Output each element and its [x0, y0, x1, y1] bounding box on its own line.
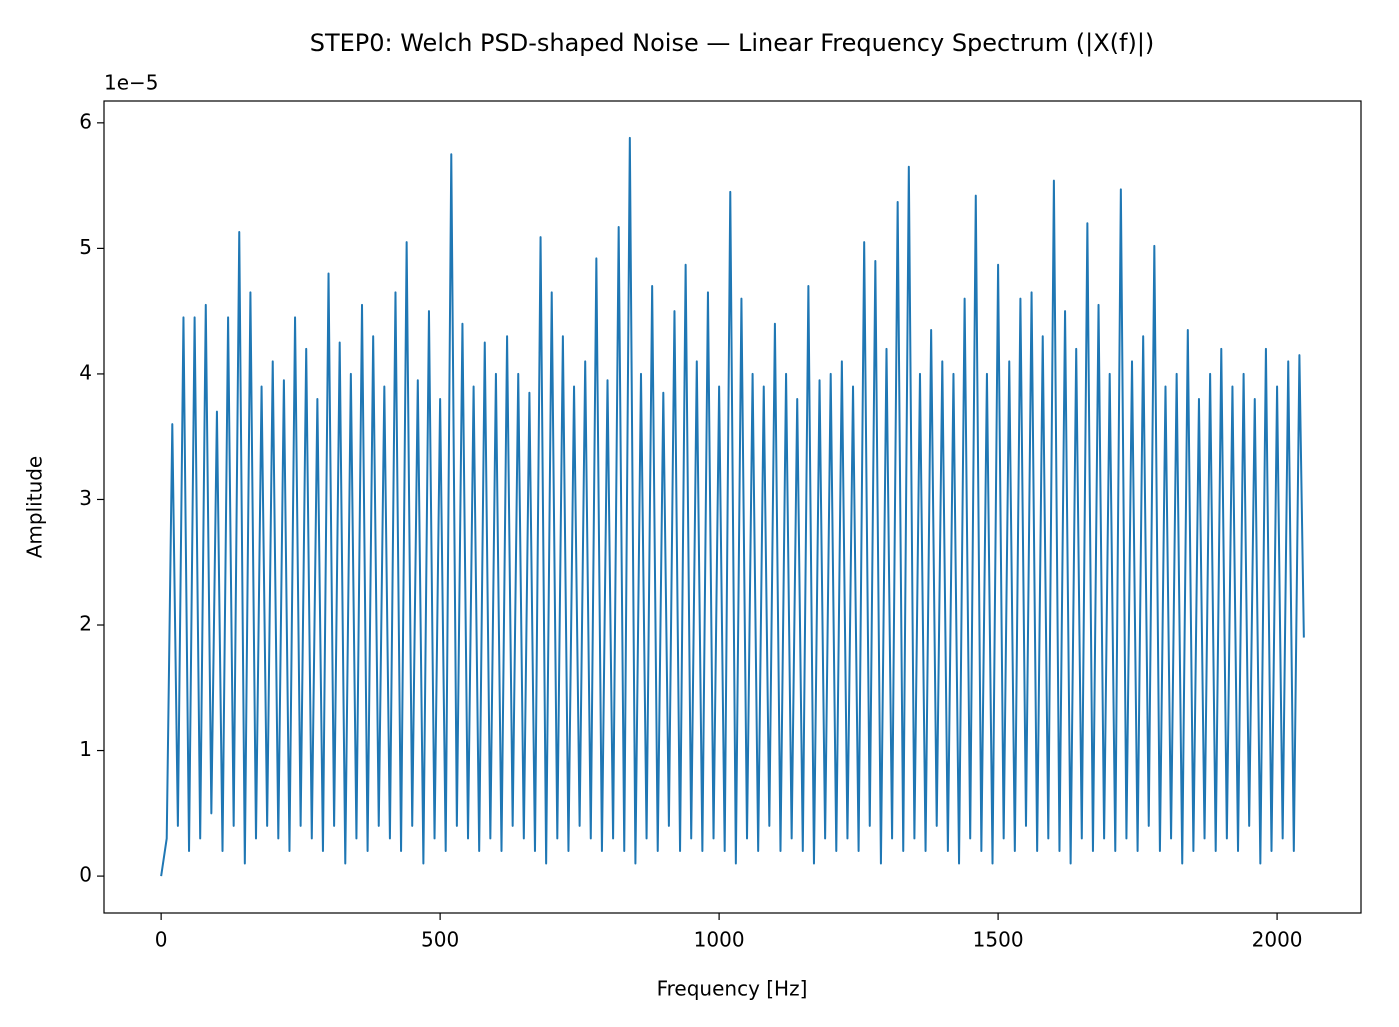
y-tick-label: 6	[79, 109, 92, 133]
x-tick-label: 1500	[973, 928, 1024, 952]
x-axis-label: Frequency [Hz]	[657, 977, 808, 1001]
y-tick-label: 3	[79, 486, 92, 510]
chart-title: STEP0: Welch PSD-shaped Noise — Linear F…	[310, 29, 1155, 57]
y-tick-label: 5	[79, 235, 92, 259]
y-offset-label: 1e−5	[104, 71, 159, 95]
x-tick-label: 0	[155, 928, 168, 952]
x-tick-label: 2000	[1252, 928, 1303, 952]
plot-frame	[103, 100, 1362, 914]
y-tick-label: 1	[79, 737, 92, 761]
y-axis-label: Amplitude	[23, 456, 47, 559]
x-tick-label: 500	[421, 928, 459, 952]
x-tick-label: 1000	[694, 928, 745, 952]
y-tick-label: 0	[79, 863, 92, 887]
y-tick-label: 2	[79, 612, 92, 636]
spectrum-line	[160, 136, 1305, 877]
y-tick-label: 4	[79, 360, 92, 384]
